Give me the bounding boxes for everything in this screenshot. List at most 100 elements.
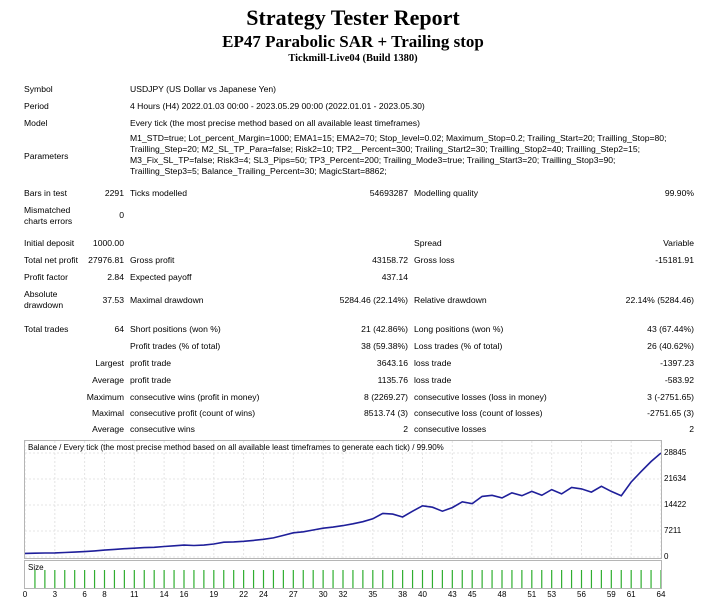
size-bar — [312, 570, 314, 588]
largest-loss-label: loss trade — [414, 358, 452, 368]
x-tick-label: 6 — [82, 590, 87, 599]
x-tick-label: 8 — [102, 590, 107, 599]
size-caption: Size — [28, 563, 44, 572]
net-profit-label: Total net profit — [24, 255, 78, 265]
y-tick-label: 14422 — [664, 500, 687, 509]
payoff-label: Expected payoff — [130, 272, 192, 282]
size-bar — [650, 570, 652, 588]
long-positions-label: Long positions (won %) — [414, 324, 504, 334]
y-tick-label: 28845 — [664, 448, 687, 457]
size-bar — [173, 570, 175, 588]
parameters-line: M3_Fix_SL_TP=false; Risk3=4; SL3_Pips=50… — [130, 155, 616, 165]
size-bar — [640, 570, 642, 588]
parameters-label: Parameters — [24, 151, 69, 161]
x-tick-label: 59 — [606, 590, 616, 599]
size-chart: Size — [24, 560, 662, 589]
profit-trades-value: 38 (59.38%) — [361, 341, 408, 351]
ticks-label: Ticks modelled — [130, 188, 187, 198]
size-bar — [103, 570, 106, 588]
quality-value: 99.90% — [664, 188, 694, 198]
balance-plot — [25, 441, 661, 558]
size-bar — [501, 570, 503, 588]
size-bar — [342, 570, 344, 588]
symbol-label: Symbol — [24, 84, 53, 94]
size-bar — [64, 570, 66, 588]
x-tick-label: 24 — [259, 590, 268, 599]
size-bar — [153, 570, 155, 588]
size-bar — [610, 570, 612, 588]
size-bar — [292, 570, 294, 588]
gross-profit-value: 43158.72 — [372, 255, 408, 265]
size-plot — [34, 570, 661, 588]
size-bar — [620, 570, 622, 588]
size-bar — [411, 570, 414, 588]
size-bar — [392, 570, 394, 588]
size-bar — [113, 570, 116, 588]
size-bar — [143, 570, 145, 588]
max-consecutive-wins-value: 8 (2269.27) — [364, 392, 408, 402]
size-bar — [441, 570, 443, 588]
average-loss-label: loss trade — [414, 375, 452, 385]
absolute-drawdown-value: 37.53 — [102, 295, 124, 305]
model-value: Every tick (the most precise method base… — [130, 118, 420, 128]
maximal-drawdown-value: 5284.46 (22.14%) — [339, 295, 408, 305]
payoff-value: 437.14 — [381, 272, 408, 282]
maximal-loss-label: consecutive loss (count of losses) — [414, 408, 543, 418]
size-bar — [213, 570, 215, 588]
average-label: Average — [92, 424, 124, 434]
x-tick-label: 3 — [52, 590, 58, 599]
size-bar — [580, 570, 583, 588]
x-tick-label: 11 — [130, 590, 139, 599]
size-bar — [193, 570, 195, 588]
x-tick-label: 32 — [338, 590, 348, 599]
average-label: Average — [92, 375, 124, 385]
size-bar — [531, 570, 533, 588]
y-tick-label: 7211 — [664, 526, 682, 535]
size-bar — [421, 570, 424, 588]
maximum-label: Maximum — [86, 392, 124, 402]
average-profit-value: 1135.76 — [377, 375, 408, 385]
size-bar — [491, 570, 493, 588]
x-tick-label: 43 — [447, 590, 457, 599]
size-bar — [521, 570, 523, 588]
size-bar — [451, 570, 453, 588]
size-bar — [223, 570, 225, 588]
x-tick-label: 61 — [626, 590, 636, 599]
x-tick-label: 56 — [577, 590, 586, 599]
quality-label: Modelling quality — [414, 188, 479, 198]
relative-drawdown-label: Relative drawdown — [414, 295, 487, 305]
bars-label: Bars in test — [24, 188, 67, 198]
size-bar — [332, 570, 334, 588]
report-title: Strategy Tester Report — [246, 5, 460, 30]
x-tick-label: 30 — [318, 590, 328, 599]
long-positions-value: 43 (67.44%) — [647, 324, 694, 334]
size-bar — [34, 570, 36, 588]
avg-consecutive-wins-value: 2 — [403, 424, 408, 434]
max-consecutive-losses-label: consecutive losses (loss in money) — [414, 392, 547, 402]
max-consecutive-wins-label: consecutive wins (profit in money) — [130, 392, 260, 402]
size-bar — [123, 570, 125, 588]
size-bar — [282, 570, 284, 588]
size-bar — [233, 570, 235, 588]
profit-factor-label: Profit factor — [24, 272, 68, 282]
period-value: 4 Hours (H4) 2022.01.03 00:00 - 2023.05.… — [130, 101, 425, 111]
size-bar — [471, 570, 473, 588]
average-profit-label: profit trade — [130, 375, 172, 385]
balance-chart: Balance / Every tick (the most precise m… — [24, 440, 662, 559]
size-bar — [551, 570, 553, 588]
gross-profit-label: Gross profit — [130, 255, 175, 265]
spread-label: Spread — [414, 238, 442, 248]
size-bar — [461, 570, 463, 588]
loss-trades-value: 26 (40.62%) — [647, 341, 694, 351]
avg-consecutive-losses-value: 2 — [689, 424, 694, 434]
size-bar — [74, 570, 76, 588]
parameters-line: Trailling_Step=20; M2_SL_TP_Para=false; … — [130, 144, 640, 154]
balance-line — [25, 452, 661, 555]
profit-trades-label: Profit trades (% of total) — [130, 341, 221, 351]
size-bar — [570, 570, 573, 588]
net-profit-value: 27976.81 — [88, 255, 124, 265]
parameters-line: M1_STD=true; Lot_percent_Margin=1000; EM… — [130, 133, 667, 143]
symbol-value: USDJPY (US Dollar vs Japanese Yen) — [130, 84, 277, 94]
y-tick-label: 21634 — [664, 473, 687, 483]
gross-loss-value: -15181.91 — [655, 255, 694, 265]
